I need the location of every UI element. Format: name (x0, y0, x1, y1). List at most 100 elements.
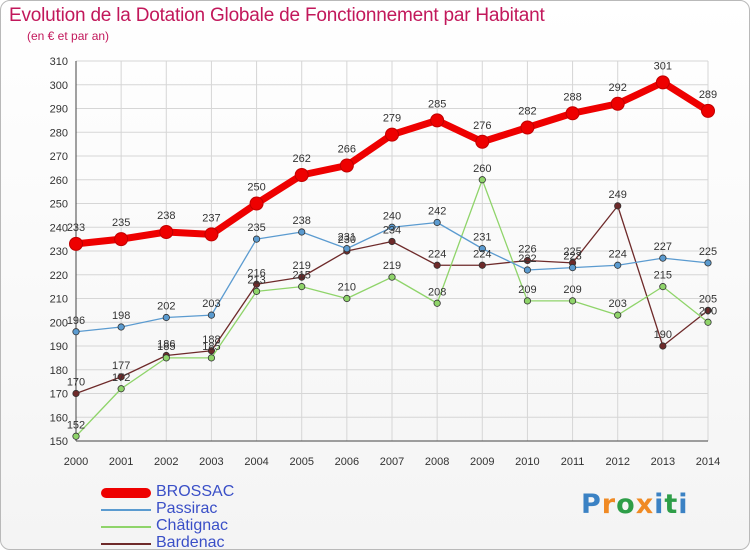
data-label-chatignac: 203 (609, 298, 627, 310)
y-tick-label: 170 (50, 389, 68, 401)
data-point-chatignac (252, 287, 261, 295)
data-point-passirac (72, 328, 80, 336)
y-tick-label: 220 (50, 270, 68, 282)
data-label-bardenac: 224 (428, 248, 446, 260)
legend-swatch-bardenac (101, 543, 151, 545)
data-point-brossac (385, 127, 399, 142)
y-tick-label: 300 (50, 80, 68, 92)
data-point-passirac (252, 235, 261, 243)
data-label-chatignac: 185 (202, 341, 220, 353)
y-tick-label: 240 (50, 222, 68, 234)
data-point-passirac (207, 311, 216, 319)
data-point-chatignac (478, 176, 486, 184)
data-label-brossac: 250 (247, 182, 265, 194)
data-point-chatignac (343, 294, 351, 303)
y-tick-label: 150 (50, 436, 68, 448)
proxiti-logo[interactable]: Proxiti (581, 489, 689, 520)
data-label-passirac: 223 (563, 251, 581, 263)
x-tick-label: 2008 (425, 456, 449, 468)
x-tick-label: 2010 (515, 456, 539, 468)
x-tick-label: 2014 (696, 456, 720, 468)
data-label-bardenac: 230 (338, 234, 356, 246)
data-label-brossac: 292 (609, 82, 627, 94)
data-label-bardenac: 177 (112, 360, 130, 372)
y-tick-label: 290 (50, 104, 68, 116)
x-tick-label: 2004 (244, 456, 268, 468)
y-tick-label: 200 (50, 317, 68, 329)
y-tick-label: 280 (50, 127, 68, 139)
logo-letter: o (616, 489, 636, 520)
data-point-chatignac (388, 273, 396, 281)
data-label-chatignac: 185 (157, 341, 175, 353)
data-label-passirac: 231 (338, 232, 356, 244)
y-tick-label: 180 (50, 365, 68, 377)
data-point-passirac (298, 228, 306, 236)
data-label-brossac: 301 (654, 60, 672, 72)
data-label-passirac: 225 (699, 246, 717, 258)
data-label-chatignac: 210 (338, 282, 356, 294)
y-tick-label: 190 (50, 341, 68, 353)
data-label-passirac: 202 (157, 301, 175, 313)
y-tick-label: 310 (50, 56, 68, 68)
data-point-bardenac (523, 256, 532, 265)
data-point-brossac (204, 227, 219, 242)
data-point-bardenac (252, 280, 261, 288)
legend-swatch-chatignac (101, 526, 151, 528)
data-point-chatignac (433, 299, 441, 307)
data-point-bardenac (614, 202, 622, 210)
grid (75, 60, 709, 442)
x-tick-label: 2007 (380, 456, 404, 468)
data-point-chatignac (659, 283, 667, 291)
data-label-chatignac: 260 (473, 163, 491, 175)
data-label-chatignac: 152 (67, 419, 85, 431)
logo-letter: P (581, 489, 602, 520)
legend-label-bardenac: Bardenac (156, 534, 225, 550)
data-point-brossac (520, 120, 535, 135)
data-label-chatignac: 172 (112, 372, 130, 384)
chart-subtitle: (en € et par an) (27, 29, 110, 43)
data-label-bardenac: 219 (293, 260, 311, 272)
data-label-chatignac: 200 (699, 305, 717, 317)
legend-swatch-passirac (101, 509, 151, 511)
data-label-chatignac: 208 (428, 286, 446, 298)
data-label-chatignac: 215 (293, 270, 311, 282)
data-label-bardenac: 249 (609, 189, 627, 201)
x-tick-label: 2006 (335, 456, 359, 468)
data-label-chatignac: 215 (654, 270, 672, 282)
data-point-bardenac (117, 373, 125, 381)
y-tick-label: 210 (50, 294, 68, 306)
legend-label-brossac: BROSSAC (156, 483, 235, 500)
data-point-passirac (478, 245, 486, 253)
data-point-brossac (114, 232, 129, 247)
logo-letter: i (678, 489, 689, 520)
x-tick-label: 2013 (651, 456, 675, 468)
data-point-bardenac (704, 306, 712, 314)
logo-letter: x (635, 489, 655, 520)
legend-label-chatignac: Châtignac (156, 517, 229, 534)
data-point-passirac (117, 323, 125, 331)
data-point-chatignac (298, 283, 306, 291)
x-tick-label: 2011 (561, 456, 585, 468)
data-point-passirac (523, 266, 532, 274)
data-label-passirac: 222 (518, 253, 536, 265)
data-point-brossac (430, 113, 445, 128)
data-labels: 233 235 238 237 250 262 266 279 285 276 282 288 292 3… (67, 60, 717, 431)
data-label-brossac: 285 (428, 98, 446, 110)
data-label-brossac: 233 (67, 222, 85, 234)
y-tick-label: 260 (50, 175, 68, 187)
data-point-chatignac (523, 297, 532, 305)
data-label-passirac: 240 (383, 210, 401, 222)
data-label-bardenac: 190 (654, 329, 672, 341)
data-point-chatignac (568, 297, 577, 305)
data-point-passirac (343, 245, 351, 253)
logo-letter: r (601, 489, 617, 520)
data-point-brossac (339, 158, 354, 173)
data-point-brossac (475, 134, 490, 149)
data-label-passirac: 231 (473, 232, 491, 244)
data-label-brossac: 235 (112, 217, 130, 229)
x-tick-label: 2005 (289, 456, 313, 468)
data-point-chatignac (207, 354, 216, 362)
data-label-brossac: 262 (293, 153, 311, 165)
x-tick-label: 2009 (470, 456, 494, 468)
data-point-chatignac (614, 311, 622, 319)
